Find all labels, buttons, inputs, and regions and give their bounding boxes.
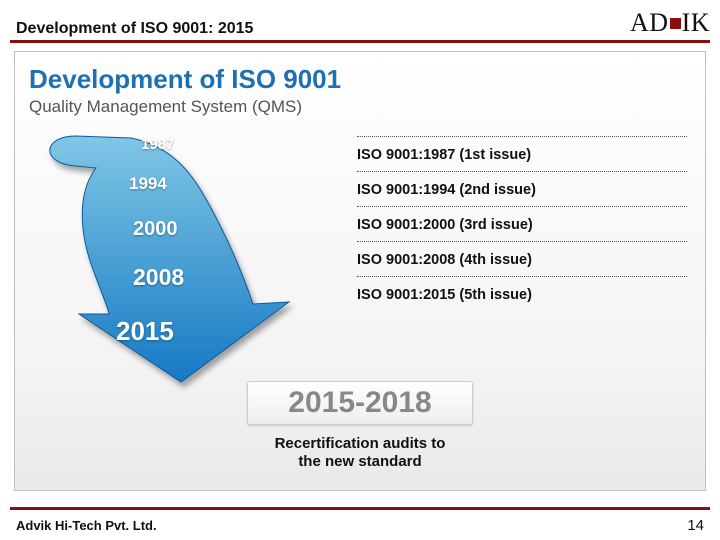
recert-line2: the new standard: [298, 453, 421, 470]
recertification-box: 2015-2018 Recertification audits to the …: [160, 381, 560, 473]
brand-square-icon: [670, 18, 681, 29]
footer-divider: [10, 507, 710, 510]
issue-row: ISO 9001:2015 (5th issue): [357, 276, 687, 311]
recert-text: Recertification audits to the new standa…: [160, 435, 560, 473]
footer-company: Advik Hi-Tech Pvt. Ltd.: [16, 518, 157, 533]
slide-title: Development of ISO 9001: 2015: [16, 20, 253, 38]
diagram-panel: Development of ISO 9001 Quality Manageme…: [14, 51, 706, 491]
slide-footer: Advik Hi-Tech Pvt. Ltd. 14: [16, 517, 704, 534]
brand-right: IK: [682, 8, 710, 38]
recert-line1: Recertification audits to: [275, 435, 446, 452]
year-label-1994: 1994: [129, 174, 167, 194]
issue-row: ISO 9001:1987 (1st issue): [357, 136, 687, 171]
arrow-svg: [21, 124, 341, 394]
brand-left: AD: [630, 8, 669, 38]
page-number: 14: [687, 517, 704, 534]
year-label-1987: 1987: [141, 136, 174, 153]
year-label-2008: 2008: [133, 264, 184, 291]
recert-period: 2015-2018: [247, 381, 472, 425]
issue-row: ISO 9001:2000 (3rd issue): [357, 206, 687, 241]
diagram-subtitle: Quality Management System (QMS): [29, 97, 691, 117]
slide-header: Development of ISO 9001: 2015 AD IK: [0, 0, 720, 40]
year-label-2000: 2000: [133, 218, 178, 241]
header-divider: [10, 40, 710, 43]
issue-list: ISO 9001:1987 (1st issue)ISO 9001:1994 (…: [357, 136, 687, 311]
year-label-2015: 2015: [116, 316, 174, 347]
diagram-title: Development of ISO 9001: [29, 64, 691, 95]
issue-row: ISO 9001:1994 (2nd issue): [357, 171, 687, 206]
issue-row: ISO 9001:2008 (4th issue): [357, 241, 687, 276]
timeline-arrow: 1987 1994 2000 2008 2015: [21, 124, 341, 394]
brand-logo: AD IK: [630, 8, 710, 38]
